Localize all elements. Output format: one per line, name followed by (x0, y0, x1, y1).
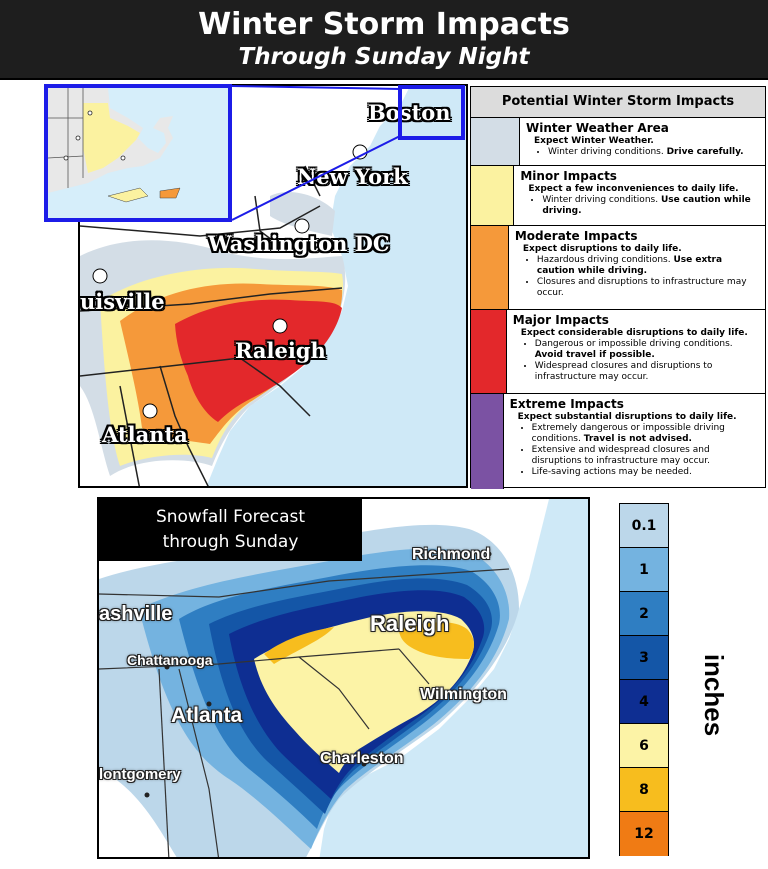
page-subtitle: Through Sunday Night (238, 44, 530, 70)
scale-bin: 2 (620, 592, 668, 636)
legend-bullet: Dangerous or impossible driving conditio… (535, 339, 761, 361)
legend-category-name: Major Impacts (512, 313, 609, 327)
city-label-atlanta: Atlanta (102, 422, 188, 447)
snowfall-scale: 0.1 1 2 3 4 6 8 12 (619, 503, 669, 856)
legend-bullets: Extremely dangerous or impossible drivin… (510, 423, 761, 478)
legend-row: Major Impacts Expect considerable disrupt… (471, 310, 765, 394)
legend-category-name: Minor Impacts (520, 169, 617, 183)
legend-bullet: Widespread closures and disruptions to i… (535, 361, 761, 383)
scale-bin: 1 (620, 548, 668, 592)
scale-unit-text: inches (699, 654, 729, 736)
scale-bin: 8 (620, 768, 668, 812)
legend-bullet: Life-saving actions may be needed. (532, 467, 761, 478)
impact-legend: Potential Winter Storm Impacts Winter We… (470, 86, 766, 489)
city-label-nashville: ashville (99, 603, 173, 625)
legend-swatch (471, 394, 504, 489)
legend-text: Moderate Impacts Expect disruptions to da… (509, 226, 765, 309)
legend-category-subtitle: Expect considerable disruptions to daily… (520, 328, 748, 338)
legend-swatch (471, 118, 520, 165)
scale-unit-label: inches (699, 654, 729, 736)
snow-city-markers (104, 551, 492, 798)
scale-bin: 0.1 (620, 504, 668, 548)
legend-row: Extreme Impacts Expect substantial disrup… (471, 394, 765, 489)
inset-map-graphic (48, 88, 228, 218)
city-label-washington-dc: Washington DC (208, 231, 390, 256)
legend-category-subtitle: Expect Winter Weather. (534, 136, 654, 146)
snowfall-map (97, 497, 590, 859)
city-label-montgomery: lontgomery (99, 766, 181, 783)
legend-swatch (471, 166, 515, 225)
legend-text: Extreme Impacts Expect substantial disrup… (504, 394, 765, 489)
snow-state-borders (99, 568, 510, 857)
state-borders (80, 165, 343, 486)
scale-bin: 12 (620, 812, 668, 856)
snowfall-map-graphic (99, 499, 588, 857)
legend-row: Moderate Impacts Expect disruptions to da… (471, 226, 765, 310)
snowfall-title-line2: through Sunday (162, 532, 299, 552)
legend-rows: Winter Weather Area Expect Winter Weather… (471, 118, 765, 489)
zoom-box (398, 85, 465, 140)
page-title: Winter Storm Impacts (198, 7, 570, 42)
legend-swatch (471, 310, 507, 393)
city-label-charleston: Charleston (320, 750, 404, 767)
snow-6-area (254, 611, 474, 773)
legend-bullets: Hazardous driving conditions. Use extra … (515, 255, 761, 299)
legend-text: Minor Impacts Expect a few inconveniences… (514, 166, 765, 225)
city-label-wilmington: Wilmington (420, 686, 507, 703)
legend-bullets: Winter driving conditions. Use caution w… (520, 195, 761, 217)
city-label-raleigh-snow: Raleigh (370, 611, 450, 636)
legend-bullet: Winter driving conditions. Use caution w… (542, 195, 761, 217)
snow-8-area (399, 622, 474, 659)
legend-category-subtitle: Expect substantial disruptions to daily … (517, 412, 737, 422)
major-impacts-area (175, 299, 342, 422)
inset-minor-area (83, 103, 140, 173)
city-label-chattanooga: Chattanooga (127, 652, 213, 668)
city-label-richmond: Richmond (412, 546, 491, 563)
legend-heading: Potential Winter Storm Impacts (471, 87, 765, 118)
legend-category-name: Winter Weather Area (526, 121, 669, 135)
legend-category-name: Extreme Impacts (509, 397, 624, 411)
inset-connector (231, 85, 465, 221)
legend-category-name: Moderate Impacts (514, 229, 638, 243)
legend-text: Major Impacts Expect considerable disrupt… (507, 310, 765, 393)
legend-row: Winter Weather Area Expect Winter Weather… (471, 118, 765, 166)
legend-bullet: Extensive and widespread closures and di… (532, 445, 761, 467)
title-banner: Winter Storm Impacts Through Sunday Nigh… (0, 0, 768, 80)
city-markers (92, 144, 368, 419)
city-label-boston: Boston (368, 100, 451, 125)
legend-bullets: Winter driving conditions. Drive careful… (526, 147, 744, 158)
scale-bin: 6 (620, 724, 668, 768)
inset-map-new-england (44, 84, 232, 222)
city-label-louisville: uisville (80, 289, 165, 314)
city-label-raleigh: Raleigh (235, 338, 326, 363)
legend-bullet: Closures and disruptions to infrastructu… (537, 277, 761, 299)
legend-text: Winter Weather Area Expect Winter Weather… (520, 118, 748, 165)
legend-row: Minor Impacts Expect a few inconveniences… (471, 166, 765, 226)
legend-category-subtitle: Expect a few inconveniences to daily lif… (528, 184, 739, 194)
legend-bullet: Winter driving conditions. Drive careful… (548, 147, 744, 158)
legend-category-subtitle: Expect disruptions to daily life. (522, 244, 682, 254)
legend-bullet: Hazardous driving conditions. Use extra … (537, 255, 761, 277)
city-label-new-york: New York (297, 164, 408, 189)
snowfall-title-line1: Snowfall Forecast (155, 507, 306, 527)
scale-bin: 3 (620, 636, 668, 680)
legend-bullets: Dangerous or impossible driving conditio… (513, 339, 761, 383)
snowfall-title: Snowfall Forecast through Sunday (99, 499, 362, 561)
scale-bin: 4 (620, 680, 668, 724)
legend-bullet: Extremely dangerous or impossible drivin… (532, 423, 761, 445)
legend-swatch (471, 226, 509, 309)
city-label-atlanta-snow: Atlanta (171, 704, 243, 727)
